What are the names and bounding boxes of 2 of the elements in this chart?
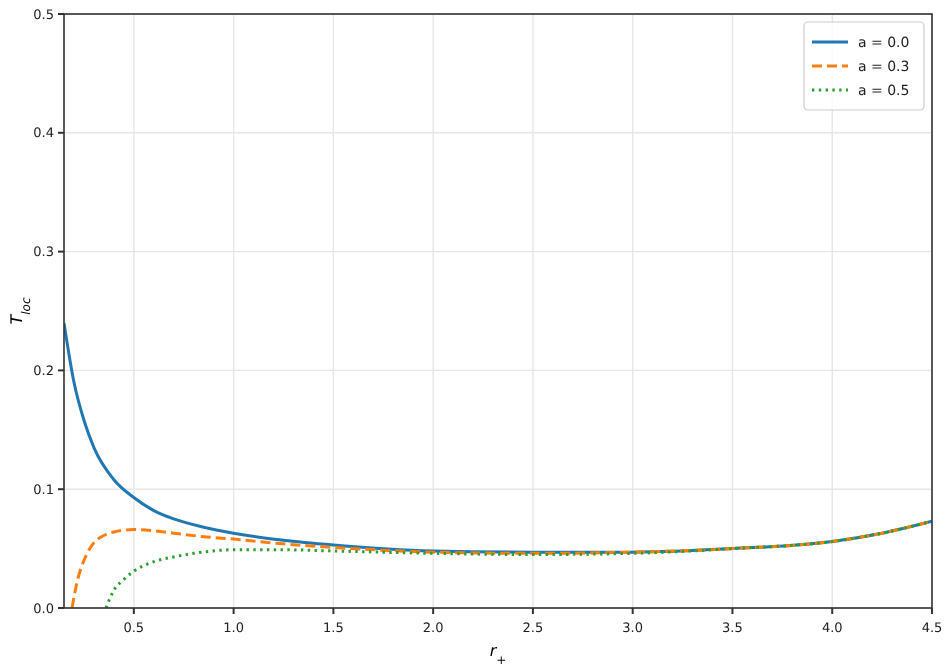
x-axis-title: r$_{+}$: [489, 642, 507, 664]
line-series: [64, 321, 932, 554]
